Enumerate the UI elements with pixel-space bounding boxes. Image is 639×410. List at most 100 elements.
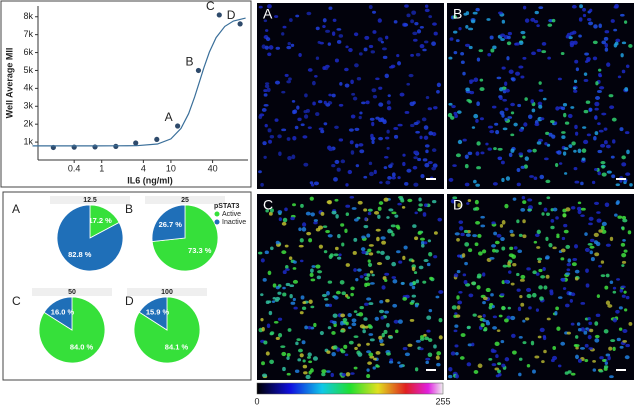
cell: [522, 219, 526, 224]
cell: [353, 366, 358, 370]
slice-label: 16.0 %: [51, 308, 75, 317]
cell: [537, 101, 543, 106]
cell: [471, 126, 476, 129]
cell: [601, 165, 605, 169]
cell: [483, 328, 487, 332]
cell: [455, 314, 461, 318]
cell: [512, 197, 517, 201]
cell: [371, 121, 375, 127]
cell: [560, 341, 566, 346]
cell: [605, 144, 611, 149]
cell: [345, 204, 351, 208]
cell: [621, 264, 625, 267]
cell: [372, 10, 377, 14]
cell: [610, 339, 616, 343]
legend-entry: Inactive: [222, 219, 246, 226]
cell: [583, 109, 589, 114]
cell: [541, 41, 547, 46]
cell: [459, 356, 465, 360]
pie-title-bar: [127, 288, 207, 296]
cell: [485, 287, 491, 293]
cell: [309, 196, 314, 201]
cell: [573, 149, 577, 153]
cell: [543, 349, 547, 354]
cell: [382, 55, 388, 59]
cell: [473, 207, 477, 211]
cell: [392, 279, 398, 284]
cell: [370, 50, 376, 54]
cell: [574, 124, 578, 130]
cell: [377, 214, 381, 219]
cell: [414, 236, 419, 241]
cell: [340, 159, 346, 164]
point-label: B: [185, 55, 193, 69]
cell: [482, 300, 486, 305]
cell: [424, 8, 430, 13]
cell: [270, 208, 274, 213]
cell: [345, 45, 349, 49]
cell: [487, 52, 492, 57]
cell: [563, 112, 567, 118]
cell: [518, 336, 523, 339]
cell: [420, 335, 425, 339]
cell: [267, 270, 272, 276]
cell: [516, 272, 520, 277]
cell: [285, 265, 289, 269]
cell: [404, 181, 409, 186]
cell: [303, 371, 308, 375]
cell: [510, 233, 515, 237]
cell: [388, 164, 393, 169]
cell: [287, 156, 292, 161]
cell: [269, 359, 274, 365]
cell: [611, 174, 616, 179]
pie-title: 100: [161, 289, 173, 296]
cell: [506, 35, 511, 40]
cell: [500, 33, 506, 38]
cell: [489, 35, 494, 40]
cell: [318, 244, 324, 249]
cell: [383, 155, 389, 159]
cell: [391, 176, 396, 180]
cell: [588, 21, 594, 26]
cell: [487, 147, 492, 151]
cell: [378, 201, 384, 205]
cell: [312, 356, 319, 361]
cell: [265, 209, 269, 213]
cell: [259, 113, 265, 117]
cell: [623, 249, 628, 253]
cell: [566, 331, 571, 335]
cell: [545, 179, 551, 184]
cell: [327, 42, 332, 46]
cell: [289, 294, 293, 299]
y-tick-label: 2k: [23, 119, 33, 129]
cell: [586, 133, 591, 137]
cell: [386, 322, 390, 328]
cell: [597, 171, 601, 176]
cell: [336, 28, 342, 31]
cell: [281, 128, 287, 132]
cell: [420, 237, 425, 241]
cell: [448, 56, 453, 60]
cell: [494, 249, 499, 253]
y-tick-label: 1k: [23, 136, 33, 146]
cell: [351, 92, 356, 96]
cell: [366, 297, 372, 301]
cell: [565, 34, 570, 39]
cell: [406, 13, 411, 18]
cell: [501, 177, 505, 183]
cell: [327, 326, 332, 330]
fit-line: [32, 17, 246, 147]
cell: [368, 244, 374, 247]
cell: [436, 82, 441, 88]
cell: [416, 29, 422, 34]
cell: [302, 135, 308, 139]
cell: [282, 25, 287, 29]
cell: [500, 38, 505, 41]
cell: [340, 320, 344, 326]
cell: [429, 276, 434, 281]
cell: [305, 211, 311, 216]
cell: [322, 225, 328, 228]
cell: [531, 51, 536, 56]
micrograph: D: [447, 194, 634, 380]
cell: [275, 286, 280, 290]
